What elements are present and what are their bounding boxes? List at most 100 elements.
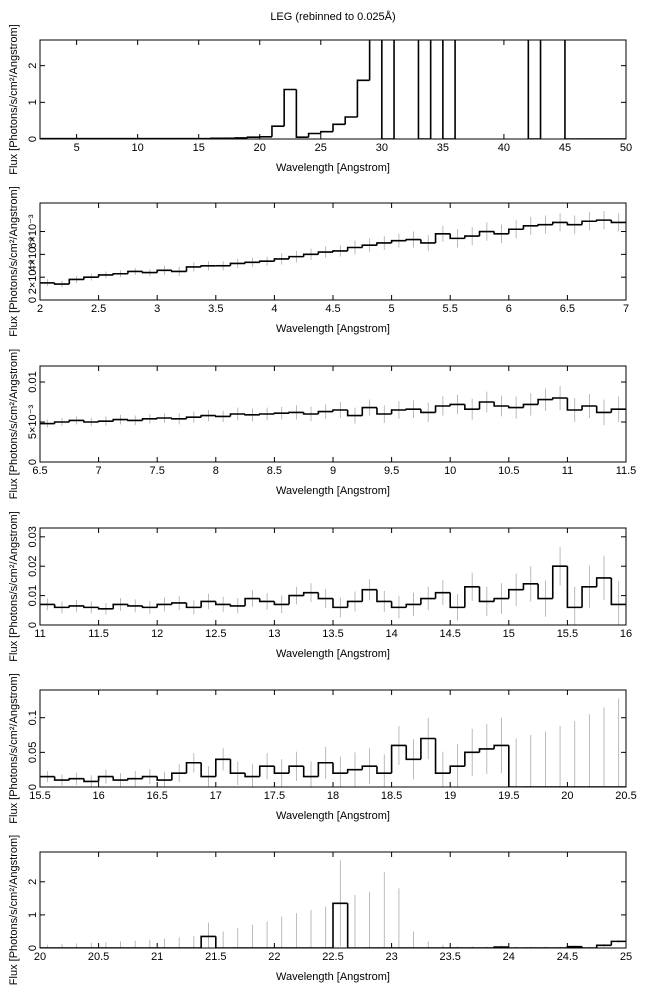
histogram-step <box>611 941 626 945</box>
x-axis-label: Wavelength [Angstrom] <box>276 810 390 822</box>
x-tick-label: 18 <box>327 790 339 802</box>
x-tick-label: 19 <box>444 790 456 802</box>
x-tick-label: 6.5 <box>560 303 575 315</box>
x-tick-label: 13 <box>268 628 280 640</box>
x-tick-label: 10 <box>132 142 144 154</box>
x-tick-label: 8 <box>213 465 219 477</box>
y-tick-label: 0 <box>27 784 39 790</box>
x-tick-label: 7 <box>623 303 629 315</box>
x-tick-label: 15 <box>503 628 515 640</box>
histogram-step <box>394 29 406 139</box>
y-tick-label: 0.03 <box>27 526 39 547</box>
x-axis-label: Wavelength [Angstrom] <box>276 648 390 660</box>
x-tick-label: 40 <box>498 142 510 154</box>
x-tick-label: 5 <box>74 142 80 154</box>
x-tick-label: 3 <box>154 303 160 315</box>
x-tick-label: 22.5 <box>322 951 343 963</box>
histogram-step <box>431 29 443 139</box>
x-tick-label: 25 <box>620 951 632 963</box>
x-tick-label: 11 <box>562 465 573 477</box>
x-tick-label: 7 <box>96 465 102 477</box>
x-tick-label: 17 <box>210 790 222 802</box>
plot-area <box>40 386 626 428</box>
x-tick-label: 20.5 <box>88 951 109 963</box>
x-tick-label: 14 <box>385 628 397 640</box>
x-tick-label: 50 <box>620 142 632 154</box>
histogram-step <box>528 29 540 139</box>
y-tick-label: 0.01 <box>27 585 39 606</box>
x-tick-label: 12.5 <box>205 628 226 640</box>
x-tick-label: 35 <box>437 142 449 154</box>
histogram-step <box>128 420 143 421</box>
x-tick-label: 16.5 <box>146 790 167 802</box>
histogram-step <box>406 409 421 410</box>
histogram-step <box>99 421 114 422</box>
histogram-step <box>345 117 357 124</box>
histogram-step <box>296 90 308 138</box>
x-tick-label: 7.5 <box>150 465 165 477</box>
y-tick-label: 0 <box>27 945 39 951</box>
x-tick-label: 17.5 <box>264 790 285 802</box>
y-tick-label: 2 <box>27 879 39 885</box>
axes-frame <box>40 528 626 625</box>
histogram-step <box>455 29 467 139</box>
x-axis-label: Wavelength [Angstrom] <box>276 971 390 983</box>
x-axis-label: Wavelength [Angstrom] <box>276 162 390 174</box>
x-tick-label: 20 <box>254 142 266 154</box>
histogram-step <box>443 29 455 139</box>
y-tick-label: 0.02 <box>27 556 39 577</box>
histogram-step <box>289 412 304 413</box>
histogram-step <box>216 416 231 417</box>
plot-area <box>40 547 626 628</box>
x-tick-label: 20 <box>34 951 46 963</box>
histogram-step <box>333 124 345 131</box>
x-tick-label: 15.5 <box>29 790 50 802</box>
plot-area <box>40 29 626 139</box>
x-tick-label: 9 <box>330 465 336 477</box>
y-tick-label: 6×10⁻³ <box>27 214 39 249</box>
x-tick-label: 5.5 <box>443 303 458 315</box>
histogram-step <box>260 414 275 415</box>
x-tick-label: 6 <box>506 303 512 315</box>
x-tick-label: 16 <box>92 790 104 802</box>
x-tick-label: 18.5 <box>381 790 402 802</box>
x-tick-label: 4.5 <box>325 303 340 315</box>
y-tick-label: 0 <box>27 136 39 142</box>
y-tick-label: 0.1 <box>27 710 39 725</box>
y-tick-label: 0 <box>27 459 39 465</box>
histogram-step <box>245 414 260 415</box>
x-axis-label: Wavelength [Angstrom] <box>276 323 390 335</box>
x-tick-label: 21 <box>151 951 163 963</box>
x-tick-label: 24.5 <box>557 951 578 963</box>
x-tick-label: 20 <box>561 790 573 802</box>
y-tick-label: 0 <box>27 622 39 628</box>
histogram-step <box>274 413 289 414</box>
histogram-step <box>357 80 369 117</box>
x-tick-label: 16 <box>620 628 632 640</box>
x-tick-label: 11 <box>34 628 45 640</box>
x-tick-label: 4 <box>271 303 277 315</box>
x-tick-label: 5 <box>389 303 395 315</box>
x-tick-label: 13.5 <box>322 628 343 640</box>
x-tick-label: 6.5 <box>32 465 47 477</box>
plot-area <box>40 211 626 287</box>
x-tick-label: 10 <box>444 465 456 477</box>
x-tick-label: 24 <box>503 951 515 963</box>
x-tick-label: 10.5 <box>498 465 519 477</box>
x-tick-label: 8.5 <box>267 465 282 477</box>
histogram-step <box>370 29 382 80</box>
histogram-step <box>272 126 284 137</box>
x-tick-label: 23 <box>385 951 397 963</box>
histogram-step <box>321 132 333 134</box>
x-axis-label: Wavelength [Angstrom] <box>276 485 390 497</box>
x-tick-label: 21.5 <box>205 951 226 963</box>
y-tick-label: 0 <box>27 297 39 303</box>
y-tick-label: 2 <box>27 63 39 69</box>
x-tick-label: 22 <box>268 951 280 963</box>
chart-title: LEG (rebinned to 0.025Å) <box>270 10 395 23</box>
histogram-step <box>172 418 187 419</box>
y-tick-label: 0.01 <box>27 371 39 392</box>
histogram-step <box>309 134 321 138</box>
x-tick-label: 25 <box>315 142 327 154</box>
